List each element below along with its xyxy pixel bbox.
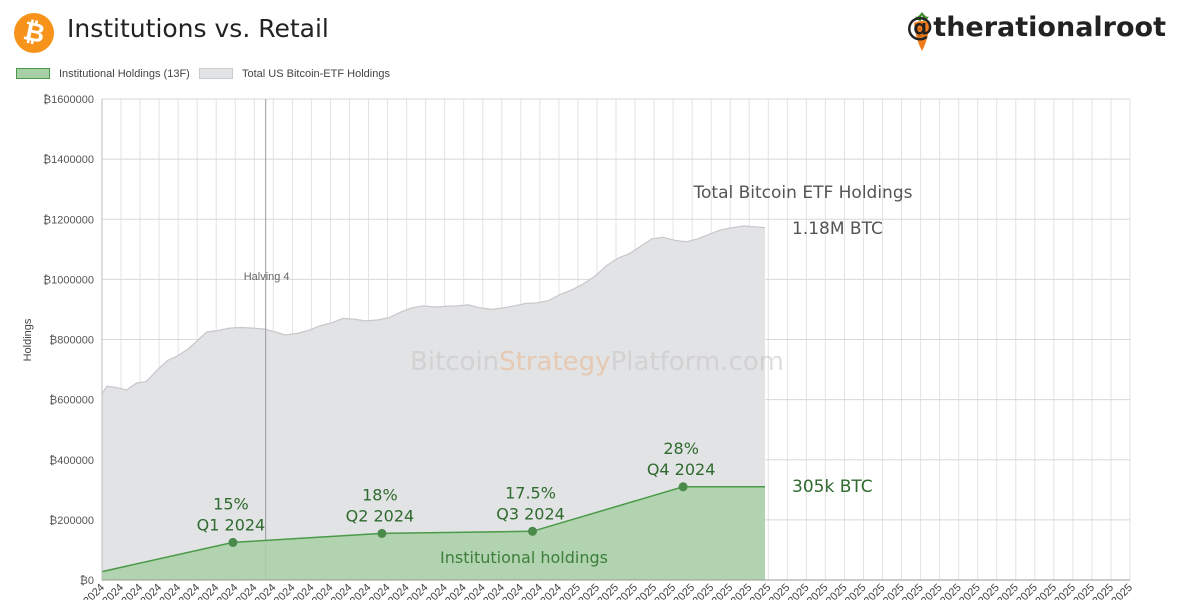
y-tick-label: ₿800000 xyxy=(49,335,94,347)
y-tick-label: ₿0 xyxy=(80,575,94,587)
quarter-pct-label: 17.5% xyxy=(505,483,556,502)
watermark-part: Strategy xyxy=(499,347,610,377)
twitter-handle: @therationalroot xyxy=(906,12,1166,43)
institutional-value: 305k BTC xyxy=(792,477,873,497)
quarter-marker xyxy=(228,537,238,547)
quarter-marker xyxy=(528,526,538,536)
quarter-name-label: Q1 2024 xyxy=(197,515,266,534)
series-line-institutional xyxy=(101,486,765,573)
watermark-part: Bitcoin xyxy=(410,347,499,377)
quarter-name-label: Q2 2024 xyxy=(346,506,415,525)
y-tick-label: ₿1600000 xyxy=(43,94,94,106)
quarter-name-label: Q4 2024 xyxy=(647,460,716,479)
quarter-name-label: Q3 2024 xyxy=(496,504,565,523)
series-line-total xyxy=(101,225,766,394)
y-axis-label: Holdings xyxy=(22,318,34,361)
legend-swatch-institutional xyxy=(16,68,50,79)
total-holdings-title: Total Bitcoin ETF Holdings xyxy=(693,183,913,203)
series-area-total xyxy=(102,225,765,580)
y-tick-label: ₿400000 xyxy=(49,455,94,467)
quarter-marker xyxy=(678,482,688,492)
page-title: Institutions vs. Retail xyxy=(67,14,329,43)
quarter-marker xyxy=(377,528,387,538)
legend-label-institutional: Institutional Holdings (13F) xyxy=(59,68,190,80)
institutional-label: Institutional holdings xyxy=(440,548,608,567)
watermark-part: Platform.com xyxy=(611,347,784,377)
header: ₿ Institutions vs. Retail @therationalro… xyxy=(0,0,1200,62)
quarter-pct-label: 18% xyxy=(362,485,398,504)
y-tick-label: ₿1000000 xyxy=(43,274,94,286)
quarter-pct-label: 15% xyxy=(213,494,249,513)
bitcoin-icon: ₿ xyxy=(14,13,54,53)
y-tick-label: ₿600000 xyxy=(49,395,94,407)
legend-swatch-total xyxy=(199,68,233,79)
halving-label: Halving 4 xyxy=(244,271,290,283)
y-tick-label: ₿1400000 xyxy=(43,154,94,166)
y-tick-label: ₿200000 xyxy=(49,515,94,527)
quarter-pct-label: 28% xyxy=(663,439,699,458)
watermark: BitcoinStrategyPlatform.com xyxy=(410,347,784,377)
carrot-icon xyxy=(914,12,930,51)
total-holdings-value: 1.18M BTC xyxy=(792,219,883,239)
y-tick-label: ₿1200000 xyxy=(43,214,94,226)
legend-label-total: Total US Bitcoin-ETF Holdings xyxy=(242,68,390,80)
